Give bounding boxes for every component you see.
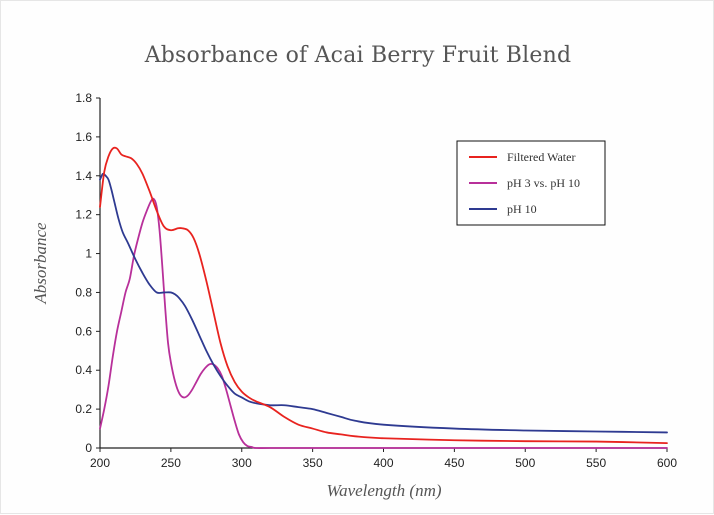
y-tick-label: 1.8 (75, 91, 92, 105)
legend-label-ph10: pH 10 (507, 202, 537, 216)
x-tick-label: 600 (657, 456, 677, 470)
y-tick-label: 0.6 (75, 324, 92, 338)
x-tick-label: 200 (90, 456, 110, 470)
series-lines (99, 146, 668, 449)
y-tick-label: 1.4 (75, 169, 92, 183)
y-tick-label: 0.4 (75, 363, 92, 377)
y-ticks: 0 0.2 0.4 0.6 0.8 1 1.2 1.4 1.6 1.8 (75, 91, 100, 455)
y-tick-label: 1 (85, 247, 92, 261)
series-line-filtered-water (99, 146, 668, 445)
chart-title: Absorbance of Acai Berry Fruit Blend (144, 43, 572, 68)
series-line-ph3-vs-ph10 (99, 197, 668, 449)
x-tick-label: 500 (515, 456, 535, 470)
legend: Filtered Water pH 3 vs. pH 10 pH 10 (456, 140, 606, 226)
x-tick-label: 400 (373, 456, 393, 470)
x-tick-label: 250 (161, 456, 181, 470)
legend-label-filtered-water: Filtered Water (507, 150, 575, 164)
x-ticks: 200 250 300 350 400 450 500 550 600 (90, 448, 677, 470)
series-line-ph10 (99, 172, 668, 434)
y-tick-label: 0.2 (75, 402, 92, 416)
y-tick-label: 1.2 (75, 208, 92, 222)
x-tick-label: 550 (586, 456, 606, 470)
x-axis-title: Wavelength (nm) (326, 481, 442, 500)
x-tick-label: 300 (232, 456, 252, 470)
x-tick-label: 350 (303, 456, 323, 470)
y-tick-label: 0 (85, 441, 92, 455)
y-tick-label: 1.6 (75, 130, 92, 144)
legend-label-ph3-vs-ph10: pH 3 vs. pH 10 (507, 176, 580, 190)
x-tick-label: 450 (444, 456, 464, 470)
y-tick-label: 0.8 (75, 285, 92, 299)
